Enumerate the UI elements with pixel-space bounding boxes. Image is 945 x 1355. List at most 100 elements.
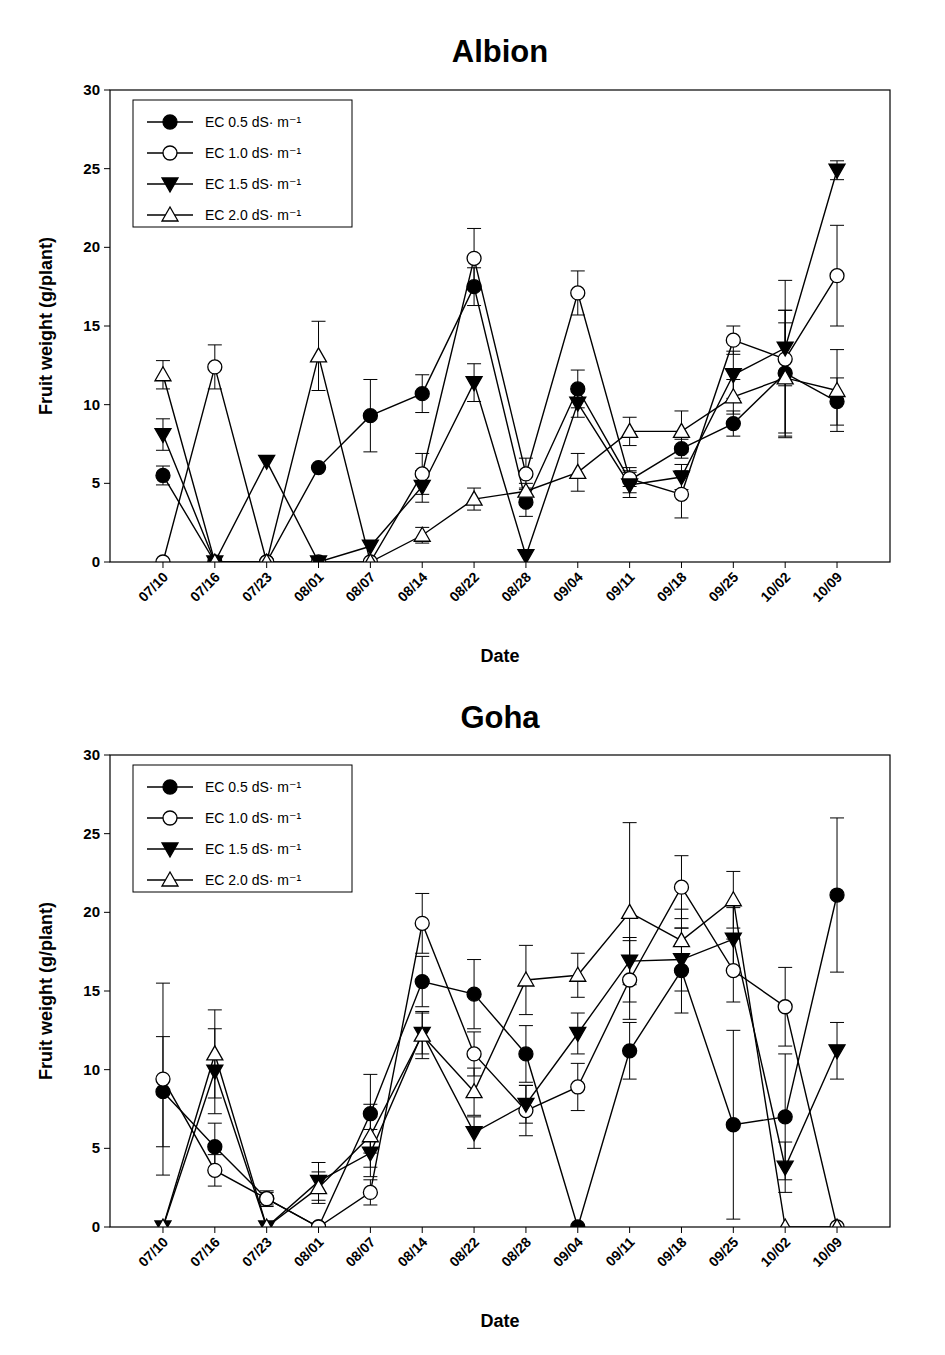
error-bar bbox=[363, 1180, 377, 1205]
marker bbox=[725, 933, 741, 947]
marker bbox=[415, 467, 429, 481]
error-bar bbox=[415, 527, 429, 543]
x-tick bbox=[266, 562, 267, 568]
marker bbox=[414, 527, 430, 541]
error-bar bbox=[519, 483, 533, 499]
plot-frame bbox=[110, 755, 890, 1227]
legend-marker bbox=[162, 843, 178, 857]
x-tick bbox=[525, 1227, 526, 1233]
marker bbox=[208, 555, 222, 562]
series-line bbox=[163, 287, 837, 562]
marker bbox=[777, 342, 793, 356]
y-tick-label: 5 bbox=[92, 1139, 100, 1156]
marker bbox=[519, 467, 533, 481]
x-tick bbox=[318, 562, 319, 568]
x-tick bbox=[785, 562, 786, 568]
error-bar bbox=[156, 361, 170, 389]
series-line bbox=[163, 895, 837, 1227]
marker bbox=[673, 423, 689, 437]
y-tick-label: 20 bbox=[83, 238, 100, 255]
y-tick-label: 15 bbox=[83, 982, 100, 999]
x-tick-label: 10/02 bbox=[757, 569, 793, 605]
x-tick-label: 08/14 bbox=[394, 1234, 430, 1270]
marker bbox=[260, 1192, 274, 1206]
y-tick bbox=[104, 991, 110, 992]
x-tick bbox=[422, 562, 423, 568]
x-tick bbox=[162, 1227, 163, 1233]
figure: Albion05101520253007/1007/1607/2308/0108… bbox=[0, 0, 945, 1355]
error-bar bbox=[415, 453, 429, 494]
marker bbox=[726, 1118, 740, 1132]
marker bbox=[466, 491, 482, 505]
marker bbox=[623, 1044, 637, 1058]
marker bbox=[726, 964, 740, 978]
x-tick-label: 08/28 bbox=[498, 1234, 534, 1270]
marker bbox=[571, 1080, 585, 1094]
y-tick-label: 5 bbox=[92, 474, 100, 491]
x-tick-label: 08/07 bbox=[342, 569, 378, 605]
error-bar bbox=[674, 928, 688, 1013]
marker bbox=[674, 880, 688, 894]
legend-label: EC 0.5 dS· m⁻¹ bbox=[205, 779, 301, 795]
marker bbox=[623, 973, 637, 987]
x-axis-label: Date bbox=[480, 646, 519, 666]
marker bbox=[519, 1047, 533, 1061]
marker bbox=[415, 916, 429, 930]
chart-title: Goha bbox=[460, 700, 540, 735]
error-bar bbox=[830, 350, 844, 432]
y-axis-label: Fruit weight (g/plant) bbox=[36, 902, 56, 1080]
x-tick-label: 10/09 bbox=[809, 1234, 845, 1270]
x-tick-label: 08/22 bbox=[446, 1234, 482, 1270]
marker bbox=[830, 888, 844, 902]
marker bbox=[518, 972, 534, 986]
marker bbox=[466, 1084, 482, 1098]
marker bbox=[363, 409, 377, 423]
y-tick bbox=[104, 1069, 110, 1070]
y-tick-label: 30 bbox=[83, 81, 100, 98]
legend-label: EC 1.5 dS· m⁻¹ bbox=[205, 841, 301, 857]
marker bbox=[725, 892, 741, 906]
x-tick-label: 09/18 bbox=[654, 1234, 690, 1270]
error-bar bbox=[208, 1010, 222, 1098]
error-bar bbox=[830, 818, 844, 972]
error-bar bbox=[830, 161, 844, 180]
legend-label: EC 0.5 dS· m⁻¹ bbox=[205, 114, 301, 130]
x-tick bbox=[577, 1227, 578, 1233]
series-line bbox=[163, 939, 837, 1227]
x-tick-label: 09/25 bbox=[705, 569, 741, 605]
marker bbox=[260, 555, 274, 562]
x-tick bbox=[681, 562, 682, 568]
chart-title: Albion bbox=[452, 34, 548, 69]
y-tick-label: 0 bbox=[92, 1218, 100, 1235]
error-bar bbox=[726, 326, 740, 354]
error-bar bbox=[312, 1172, 326, 1203]
series-line bbox=[163, 258, 837, 562]
x-tick-label: 08/07 bbox=[342, 1234, 378, 1270]
marker bbox=[363, 555, 377, 562]
error-bar bbox=[363, 1074, 377, 1153]
y-tick bbox=[104, 912, 110, 913]
error-bar bbox=[467, 488, 481, 510]
marker bbox=[312, 555, 326, 562]
marker bbox=[208, 1163, 222, 1177]
x-tick bbox=[629, 562, 630, 568]
error-bar bbox=[519, 945, 533, 1014]
y-tick-label: 30 bbox=[83, 746, 100, 763]
marker bbox=[362, 1128, 378, 1142]
error-bar bbox=[726, 379, 740, 414]
x-tick bbox=[577, 562, 578, 568]
marker bbox=[570, 1027, 586, 1041]
legend-label: EC 2.0 dS· m⁻¹ bbox=[205, 207, 301, 223]
marker bbox=[466, 1127, 482, 1141]
marker bbox=[518, 1098, 534, 1112]
marker bbox=[362, 540, 378, 554]
marker bbox=[156, 468, 170, 482]
x-tick-label: 07/16 bbox=[187, 1234, 223, 1270]
x-tick-label: 07/23 bbox=[239, 1234, 275, 1270]
y-tick bbox=[104, 1148, 110, 1149]
x-tick bbox=[681, 1227, 682, 1233]
marker bbox=[259, 554, 275, 562]
error-bar bbox=[156, 983, 170, 1175]
marker bbox=[415, 975, 429, 989]
marker bbox=[518, 483, 534, 497]
